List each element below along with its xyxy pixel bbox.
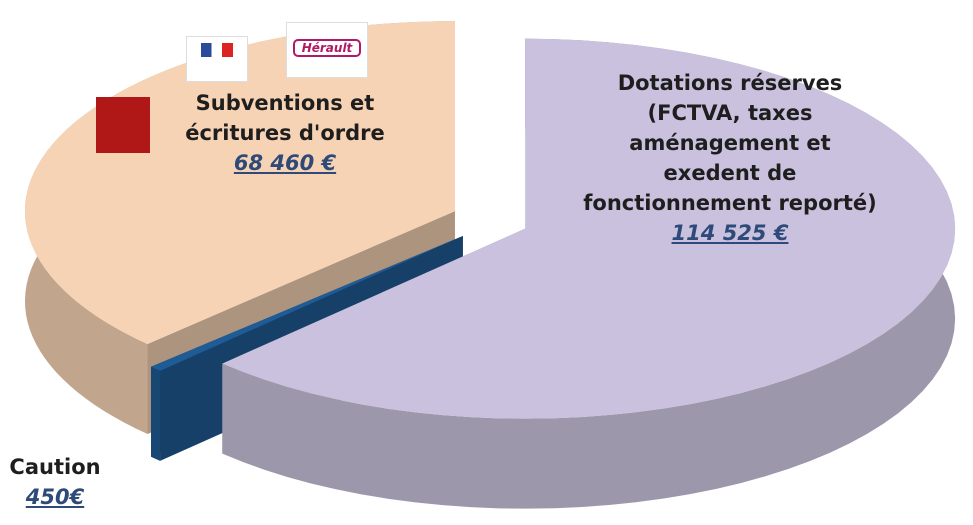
category-label: Dotations réserves (FCTVA, taxes aménage… [583,71,877,215]
value-label: 114 525 € [580,218,880,248]
slice-label: Caution 450€ [0,452,110,512]
logo-france [186,36,248,82]
category-label: Subventions et écritures d'ordre [185,91,385,145]
slice-side [151,367,160,461]
value-label: 68 460 € [150,148,420,178]
logo-region [96,97,150,153]
logo-text: Hérault [293,39,361,57]
slice-label: Dotations réserves (FCTVA, taxes aménage… [580,68,880,248]
value-label: 450€ [0,482,110,512]
chart: Hérault Dotations réserves (FCTVA, taxes… [0,0,973,525]
category-label: Caution [9,455,100,479]
logo-herault: Hérault [286,22,368,78]
